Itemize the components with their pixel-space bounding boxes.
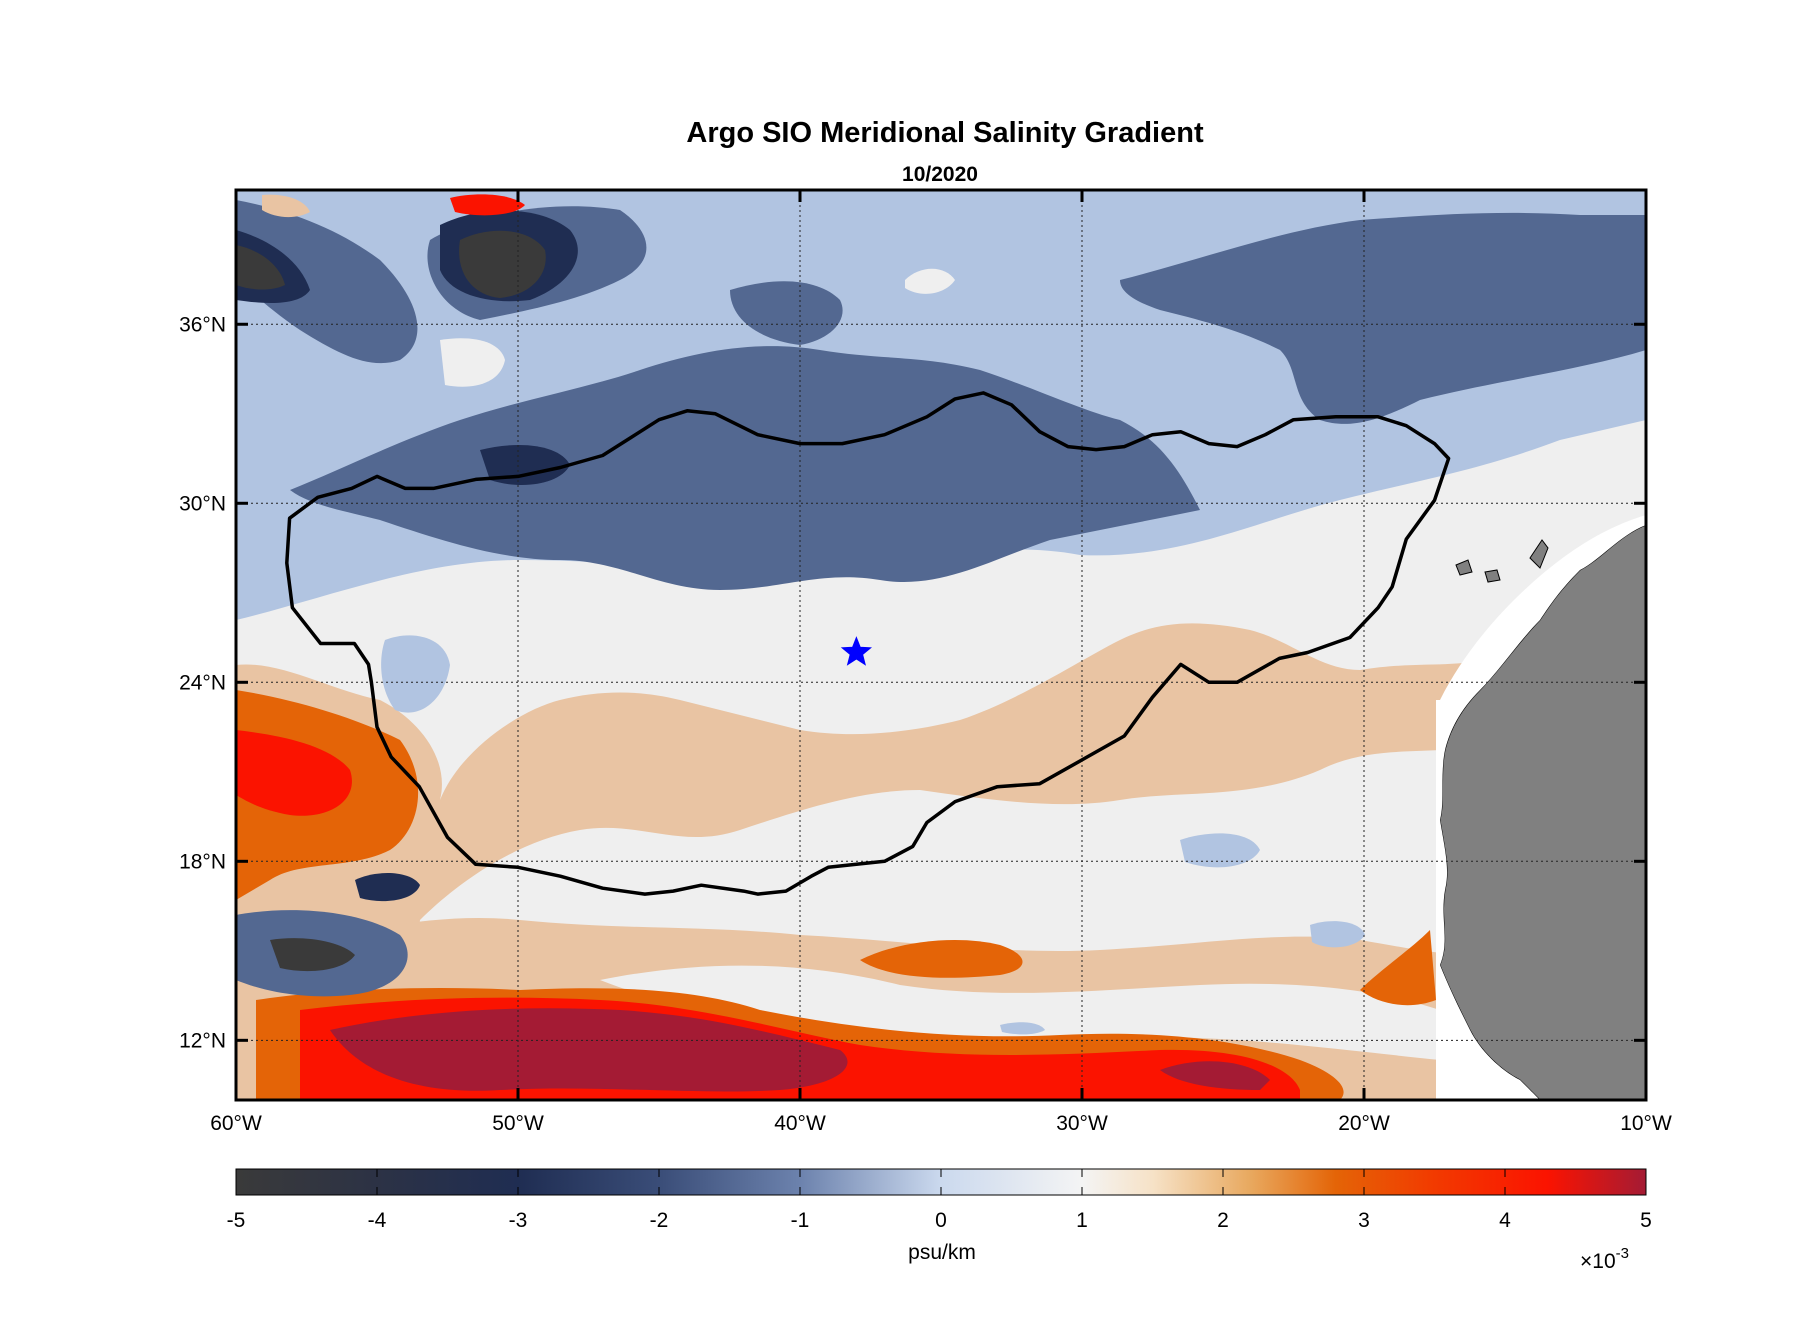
y-tick-label-0: 12°N — [179, 1029, 226, 1052]
colorbar-tick-label-4: -1 — [791, 1209, 810, 1232]
field-orange-mid — [860, 940, 1023, 978]
field-orange-east — [1360, 930, 1436, 1006]
field-darkblue-north — [1120, 212, 1646, 424]
y-tick-label-1: 18°N — [179, 850, 226, 873]
colorbar-ticks: -5 -4 -3 -2 -1 0 1 2 3 4 5 — [227, 1169, 1652, 1232]
field-charcoal-nw — [459, 230, 546, 298]
field-lightblue-patch-se — [1310, 921, 1365, 948]
field-neutral-lower — [600, 965, 1440, 1060]
x-tick-label-2: 40°W — [774, 1112, 826, 1135]
field-red-north — [450, 194, 525, 216]
field-charcoal-west — [236, 245, 285, 290]
colorbar-tick-label-8: 3 — [1358, 1209, 1370, 1232]
field-neutral-patch-nw — [440, 338, 505, 387]
chart-subtitle: 10/2020 — [902, 163, 978, 186]
field-darkblue-nw — [236, 200, 418, 364]
colorbar-tick-label-10: 5 — [1640, 1209, 1652, 1232]
salinity-map — [236, 190, 1646, 1100]
field-charcoal-sw — [270, 938, 355, 972]
map-frame — [234, 188, 1648, 1102]
field-darkred-east — [1160, 1061, 1270, 1090]
x-tick-label-5: 10°W — [1620, 1112, 1672, 1135]
colorbar-tick-label-0: -5 — [227, 1209, 246, 1232]
x-axis-ticks: 60°W 50°W 40°W 30°W 20°W 10°W — [210, 190, 1672, 1135]
x-tick-label-0: 60°W — [210, 1112, 262, 1135]
colorbar-exponent-power: -3 — [1616, 1245, 1629, 1262]
colorbar-tick-label-2: -3 — [509, 1209, 528, 1232]
colorbar-label: psu/km — [908, 1241, 976, 1264]
contour-outline — [285, 391, 1451, 896]
chart-title: Argo SIO Meridional Salinity Gradient — [686, 117, 1204, 149]
colorbar-tick-label-1: -4 — [368, 1209, 387, 1232]
colorbar-tick-label-5: 0 — [935, 1209, 947, 1232]
field-lightblue-patch-s — [1000, 1022, 1045, 1035]
field-lightblue-patch-east — [1180, 833, 1260, 868]
location-star-marker — [840, 636, 873, 666]
field-darkblue-center — [730, 281, 843, 345]
x-tick-label-4: 20°W — [1338, 1112, 1390, 1135]
field-darkblue-upper — [290, 346, 1200, 590]
colorbar-tick-label-7: 2 — [1217, 1209, 1229, 1232]
y-tick-label-4: 36°N — [179, 313, 226, 336]
field-neutral-patch-north — [905, 268, 955, 294]
colorbar-exponent: ×10-3 — [1580, 1245, 1629, 1273]
field-darkred-core — [330, 1008, 848, 1092]
field-navy-mid — [480, 445, 570, 485]
colorbar-tick-label-9: 4 — [1499, 1209, 1511, 1232]
colorbar-exponent-prefix: ×10 — [1580, 1250, 1616, 1273]
colorbar-tick-label-6: 1 — [1076, 1209, 1088, 1232]
field-lightblue-patch-west — [381, 635, 450, 713]
x-tick-label-3: 30°W — [1056, 1112, 1108, 1135]
field-red-west — [236, 730, 352, 816]
y-tick-label-3: 30°N — [179, 492, 226, 515]
canary-island-3 — [1529, 539, 1549, 569]
field-orange-north — [262, 194, 310, 218]
field-navy-patch — [355, 873, 420, 902]
coastal-nodata — [1436, 515, 1646, 1100]
field-tan — [236, 623, 1500, 1100]
y-axis-ticks: 12°N 18°N 24°N 30°N 36°N — [179, 313, 1646, 1052]
x-tick-label-1: 50°W — [492, 1112, 544, 1135]
y-tick-label-2: 24°N — [179, 671, 226, 694]
colorbar-tick-label-3: -2 — [650, 1209, 669, 1232]
canary-island-2 — [1484, 569, 1501, 583]
canary-island-1 — [1455, 559, 1473, 576]
